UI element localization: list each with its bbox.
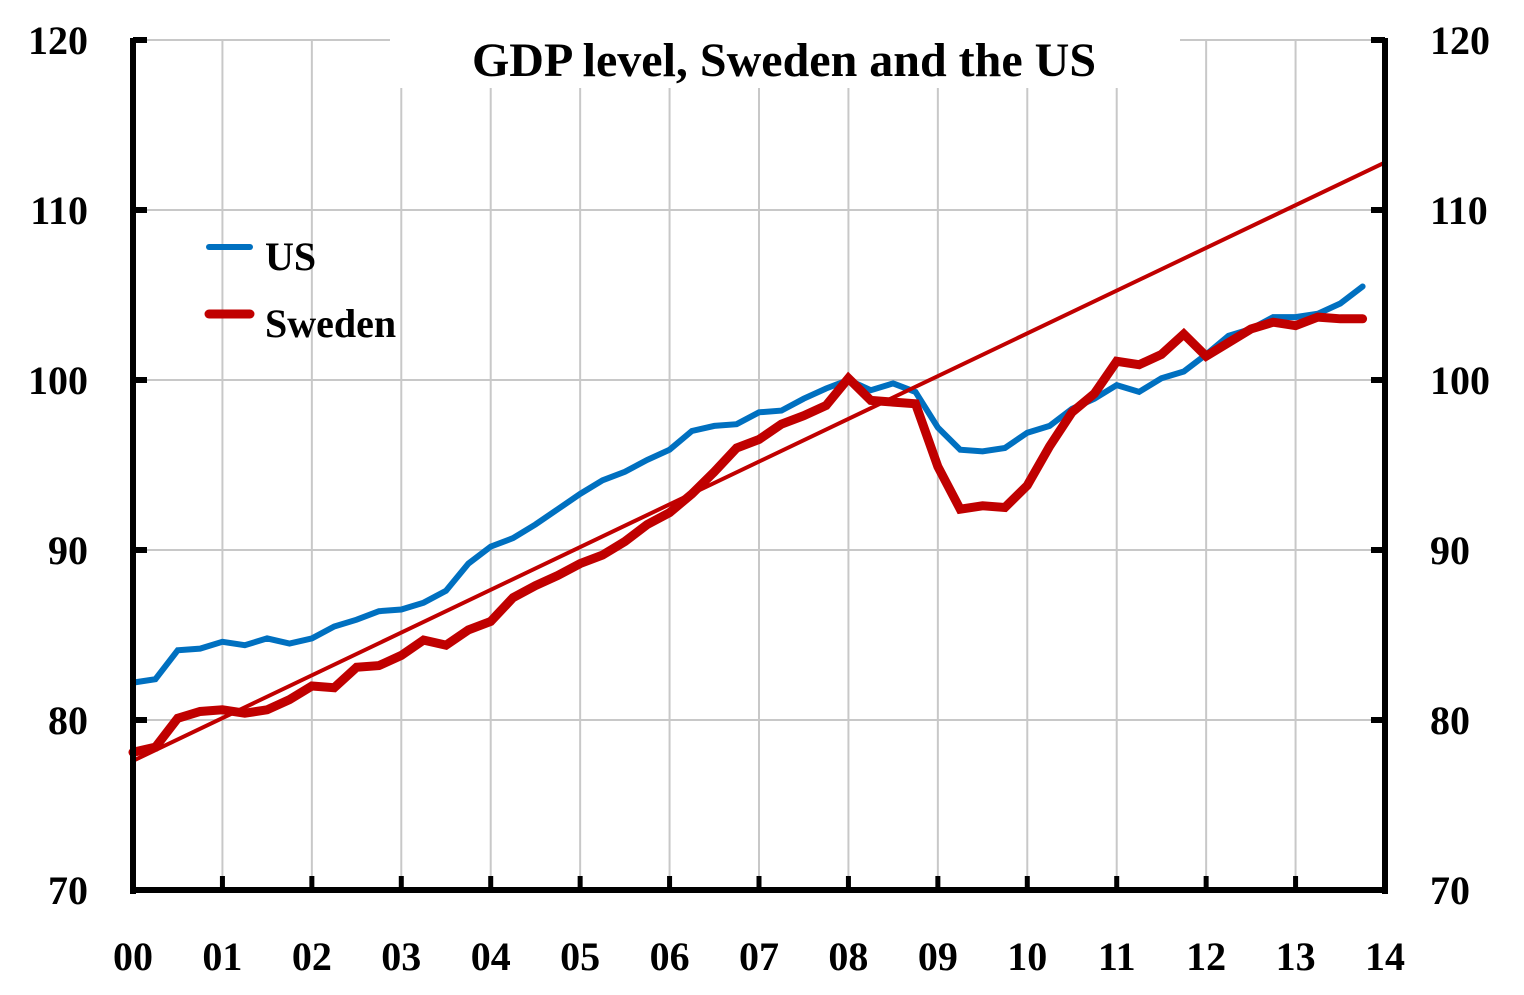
series-group <box>128 160 1387 763</box>
x-tick-label: 14 <box>1365 934 1405 979</box>
y-tick-label-left: 90 <box>48 528 88 573</box>
y-tick-label-left: 70 <box>48 868 88 913</box>
axes <box>130 37 1388 894</box>
y-tick-label-right: 90 <box>1430 528 1470 573</box>
series-line-sweden <box>128 312 1368 757</box>
legend: US Sweden <box>204 234 396 346</box>
x-tick-labels: 00 01 02 03 04 05 06 07 08 09 10 11 12 13 14 <box>113 934 1405 979</box>
y-tick-label-right: 80 <box>1430 698 1470 743</box>
x-tick-label: 06 <box>650 934 690 979</box>
y-tick-label-right: 120 <box>1430 18 1490 63</box>
y-tick-label-left: 120 <box>28 18 88 63</box>
x-tick-label: 11 <box>1098 934 1136 979</box>
y-tick-label-left: 100 <box>28 358 88 403</box>
legend-label-sweden: Sweden <box>265 301 396 346</box>
y-tick-label-right: 70 <box>1430 868 1470 913</box>
x-tick-label: 12 <box>1186 934 1226 979</box>
y-tick-labels-right: 70 80 90 100 110 120 <box>1430 18 1490 913</box>
x-tick-label: 08 <box>828 934 868 979</box>
y-tick-label-right: 100 <box>1430 358 1490 403</box>
x-tick-label: 00 <box>113 934 153 979</box>
x-tick-label: 01 <box>202 934 242 979</box>
x-tick-label: 10 <box>1007 934 1047 979</box>
x-tick-label: 07 <box>739 934 779 979</box>
x-tick-label: 02 <box>292 934 332 979</box>
x-tick-label: 03 <box>381 934 421 979</box>
x-tick-label: 13 <box>1276 934 1316 979</box>
grid <box>133 39 1385 890</box>
y-tick-labels-left: 70 80 90 100 110 120 <box>28 18 88 913</box>
series-line-sweden-trend <box>131 160 1387 763</box>
series-line-us <box>130 283 1366 686</box>
legend-label-us: US <box>265 234 316 279</box>
y-tick-label-right: 110 <box>1430 188 1488 233</box>
x-tick-label: 09 <box>918 934 958 979</box>
title-background <box>390 22 1180 88</box>
x-tick-label: 04 <box>471 934 511 979</box>
chart-title: GDP level, Sweden and the US <box>472 34 1096 87</box>
y-tick-label-left: 80 <box>48 698 88 743</box>
y-tick-label-left: 110 <box>30 188 88 233</box>
x-tick-label: 05 <box>560 934 600 979</box>
